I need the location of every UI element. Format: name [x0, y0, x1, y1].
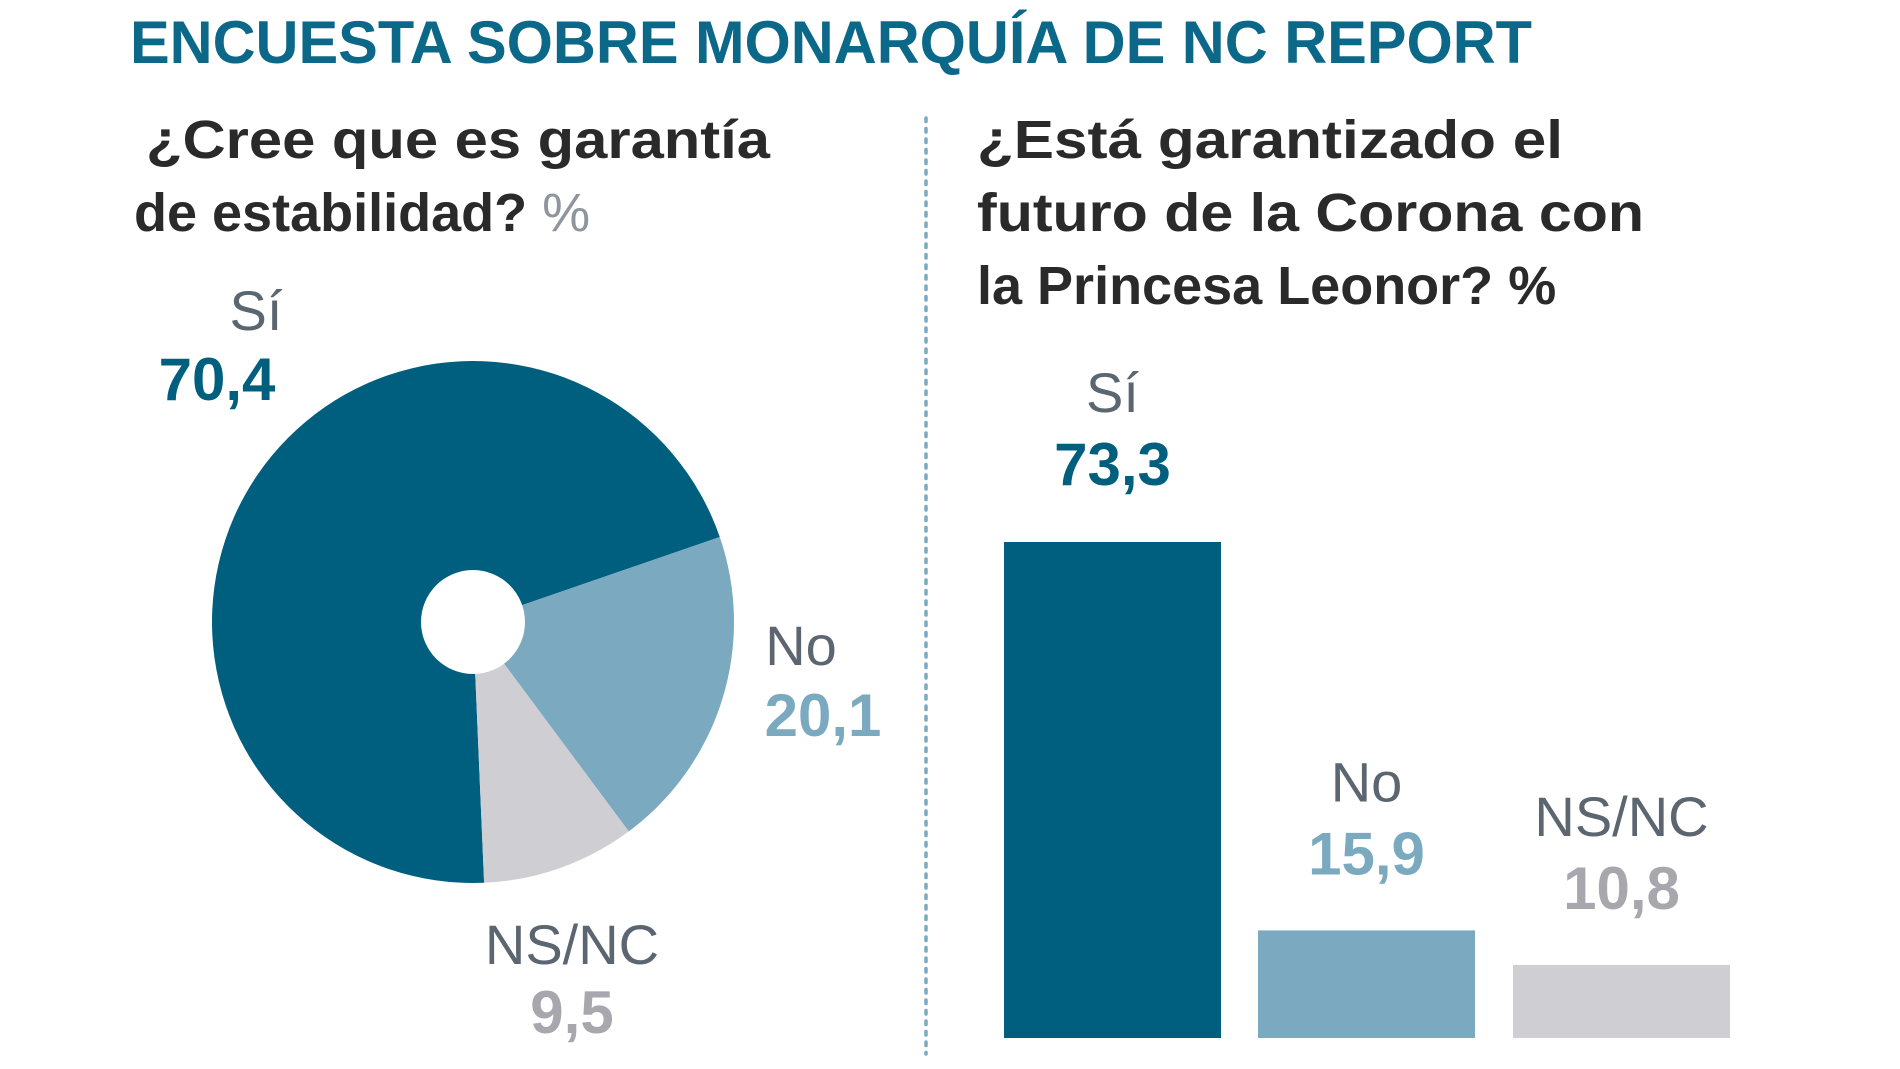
main-title: ENCUESTA SOBRE MONARQUÍA DE NC REPORT [130, 9, 1532, 76]
pie-value-no: 20,1 [765, 682, 882, 749]
bar-question-line-3: la Princesa Leonor? % [977, 256, 1556, 316]
bar-no [1258, 930, 1475, 1038]
bar-unit: % [1508, 256, 1556, 316]
pie-question-text: de estabilidad? [134, 183, 527, 243]
bar-label-nsnc: NS/NC [1534, 785, 1708, 848]
pie-label-nsnc: NS/NC [485, 913, 659, 976]
pie-label-si: Sí [230, 279, 283, 342]
pie-center-hole [421, 570, 525, 674]
bar-si [1004, 542, 1221, 1038]
bar-nsnc [1513, 964, 1730, 1038]
pie-question-line-2: de estabilidad? % [134, 183, 590, 243]
pie-chart [211, 361, 734, 883]
bar-chart [1004, 542, 1730, 1038]
pie-slice-nsnc [473, 622, 629, 883]
bar-value-no: 15,9 [1308, 820, 1425, 887]
bar-question-text: la Princesa Leonor? [977, 256, 1493, 316]
pie-slice-no [473, 537, 734, 832]
pie-value-si: 70,4 [159, 346, 276, 413]
bar-value-nsnc: 10,8 [1563, 855, 1680, 922]
bar-label-no: No [1331, 750, 1403, 813]
bar-value-si: 73,3 [1054, 431, 1171, 498]
pie-label-no: No [765, 614, 837, 677]
bar-question-line-1: ¿Está garantizado el [977, 110, 1563, 170]
pie-value-nsnc: 9,5 [530, 979, 613, 1046]
pie-question-line-1: ¿Cree que es garantía [146, 110, 771, 170]
pie-unit: % [542, 183, 590, 243]
bar-question-line-2: futuro de la Corona con [977, 183, 1644, 243]
bar-label-si: Sí [1086, 361, 1139, 424]
